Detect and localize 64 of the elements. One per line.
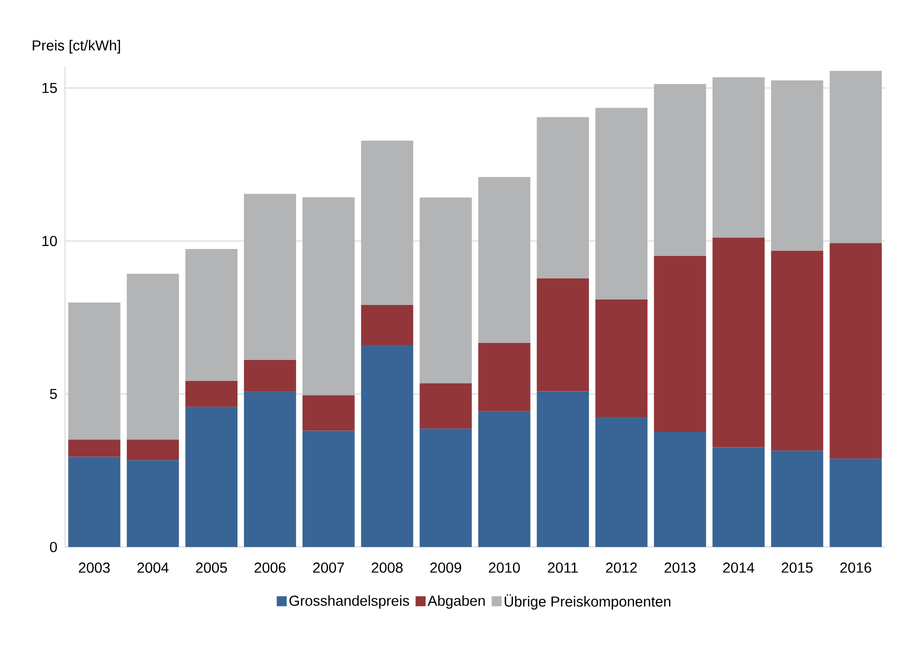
bar <box>185 248 238 381</box>
bar <box>712 447 765 547</box>
bar <box>830 70 882 244</box>
bar <box>185 380 238 407</box>
bar <box>420 428 472 547</box>
x-tick-label: 2004 <box>137 562 169 573</box>
bar <box>771 450 824 547</box>
bar <box>302 197 355 396</box>
x-tick-label: 2012 <box>606 562 637 573</box>
x-tick-label: 2007 <box>313 562 344 573</box>
bar <box>68 456 120 547</box>
x-tick-label: 2016 <box>840 562 872 573</box>
bar <box>536 117 589 278</box>
y-axis-title: Preis [ct/kWh] <box>32 40 120 54</box>
bar <box>654 256 706 432</box>
bar <box>536 391 589 547</box>
x-tick-label: 2011 <box>548 562 578 573</box>
bar <box>420 383 472 429</box>
y-tick-label: 5 <box>50 388 57 400</box>
bar <box>68 302 120 440</box>
bar <box>126 440 179 460</box>
bar <box>361 140 414 305</box>
legend-label: Grosshandelspreis <box>289 595 410 609</box>
bar <box>771 80 824 251</box>
y-tick-label: 10 <box>42 236 57 246</box>
x-tick-label: 2013 <box>664 562 696 573</box>
bar <box>68 440 120 457</box>
x-tick-label: 2015 <box>782 562 813 573</box>
x-tick-label: 2003 <box>78 562 110 573</box>
bar <box>244 194 296 360</box>
bar <box>654 84 706 256</box>
x-tick-label: 2008 <box>372 562 403 573</box>
bar <box>654 432 706 547</box>
bar <box>302 395 355 431</box>
bar <box>595 416 648 547</box>
bar <box>478 342 530 412</box>
bar <box>595 108 648 300</box>
bar <box>478 177 530 343</box>
x-tick-label: 2009 <box>430 562 462 573</box>
x-tick-label: 2006 <box>254 562 286 573</box>
y-tick-label: 15 <box>42 82 57 94</box>
legend-label: Abgaben <box>428 595 485 609</box>
bar <box>244 392 296 547</box>
bar <box>126 460 179 547</box>
bar <box>126 274 179 440</box>
bar <box>830 458 882 547</box>
bar <box>185 406 238 547</box>
bar <box>595 299 648 417</box>
bar <box>712 238 765 448</box>
bar <box>244 360 296 392</box>
bar <box>302 430 355 547</box>
x-tick-label: 2005 <box>196 562 227 573</box>
bar <box>361 304 414 346</box>
bar <box>712 77 765 238</box>
bar <box>361 345 414 547</box>
bar <box>771 250 824 451</box>
bar <box>536 278 589 392</box>
x-tick-label: 2010 <box>488 562 520 573</box>
legend-label: Übrige Preiskomponenten <box>504 594 670 610</box>
bar <box>420 198 472 384</box>
y-tick-label: 0 <box>50 542 57 552</box>
bar <box>478 411 530 547</box>
x-tick-label: 2014 <box>723 562 754 573</box>
bar <box>830 243 882 459</box>
